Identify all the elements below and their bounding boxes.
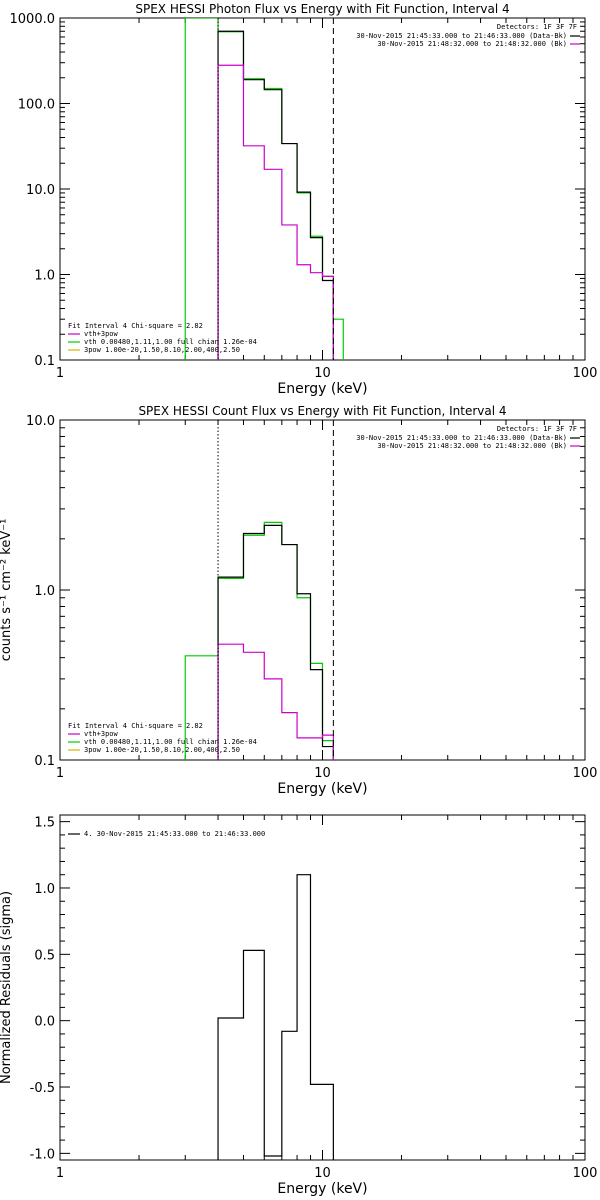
y-tick-label: 1.0 xyxy=(34,882,55,897)
legend-item-text: vth 0.00480,1.11,1.00 full chian 1.26e-0… xyxy=(84,338,257,346)
x-axis-label: Energy (keV) xyxy=(277,781,367,797)
chart-title: SPEX HESSI Count Flux vs Energy with Fit… xyxy=(138,404,506,418)
y-tick-label: 0.1 xyxy=(34,354,55,369)
x-tick-label: 1 xyxy=(56,1166,64,1181)
y-axis-label: Normalized Residuals (sigma) xyxy=(0,891,14,1084)
plot-frame xyxy=(59,814,586,1161)
y-tick-label: 100.0 xyxy=(18,98,55,113)
y-tick-label: 1.0 xyxy=(34,584,55,599)
series-2-line xyxy=(217,30,334,360)
y-axis-label: counts s⁻¹ cm⁻² keV⁻¹ xyxy=(0,519,14,662)
x-tick-label: 1 xyxy=(56,766,64,781)
legend-detectors: Detectors: 1F 3F 7F xyxy=(497,425,577,433)
x-tick-label: 10 xyxy=(314,366,331,381)
chart-title: SPEX HESSI Photon Flux vs Energy with Fi… xyxy=(135,2,509,16)
y-axis: 0.1 1.0 10.0 100.0 1000.0 xyxy=(10,12,585,369)
y-tick-label: 1.0 xyxy=(34,269,55,284)
plot-area xyxy=(217,874,334,1160)
legend-item-text: 30-Nov-2015 21:48:32.000 to 21:48:32.000… xyxy=(377,40,567,48)
legend-item-text: vth 0.00480,1.11,1.00 full chian 1.26e-0… xyxy=(84,738,257,746)
legend-item-text: 30-Nov-2015 21:45:33.000 to 21:46:33.000… xyxy=(356,434,567,442)
series-2-line xyxy=(217,524,334,760)
legend-item-text: vth+3pow xyxy=(84,730,119,738)
panel-2: SPEX HESSI Count Flux vs Energy with Fit… xyxy=(0,404,597,797)
legend-fit-header: Fit Interval 4 Chi-square = 2.82 xyxy=(68,322,203,330)
x-axis: 1 10 100 Energy (keV) xyxy=(56,420,598,797)
plot-area xyxy=(184,420,334,760)
legend-bottom-left: Fit Interval 4 Chi-square = 2.82vth+3pow… xyxy=(68,722,257,754)
legend-item-text: 30-Nov-2015 21:45:33.000 to 21:46:33.000… xyxy=(356,32,567,40)
series-1-line xyxy=(184,18,344,360)
panel-3: 1 10 100 Energy (keV) -1.0 -0.5 0.0 0.5 1.0 1.5 No… xyxy=(0,814,598,1197)
x-axis: 1 10 100 Energy (keV) xyxy=(56,18,598,397)
series-1-line xyxy=(217,874,334,1160)
x-axis-label: Energy (keV) xyxy=(277,381,367,397)
x-tick-label: 100 xyxy=(573,766,598,781)
y-tick-label: -1.0 xyxy=(30,1147,55,1162)
y-tick-label: 1000.0 xyxy=(10,12,56,27)
legend-detectors: Detectors: 1F 3F 7F xyxy=(497,23,577,31)
series-1-line xyxy=(184,521,334,760)
legend-top-left: 4. 30-Nov-2015 21:45:33.000 to 21:46:33.… xyxy=(68,830,265,838)
plot-area xyxy=(184,18,344,360)
legend-item-text: 4. 30-Nov-2015 21:45:33.000 to 21:46:33.… xyxy=(84,830,265,838)
y-tick-label: 0.1 xyxy=(34,754,55,769)
x-tick-label: 1 xyxy=(56,366,64,381)
series-3-line xyxy=(217,64,334,360)
x-axis: 1 10 100 Energy (keV) xyxy=(56,815,598,1197)
panel-1: SPEX HESSI Photon Flux vs Energy with Fi… xyxy=(10,2,598,397)
x-axis-label: Energy (keV) xyxy=(277,1181,367,1197)
x-tick-label: 10 xyxy=(314,1166,331,1181)
series-3-line xyxy=(217,643,334,760)
legend-item-text: vth+3pow xyxy=(84,330,119,338)
legend-item-text: 3pow 1.00e-20,1.50,8.10,2.00,400,2.50 xyxy=(84,746,240,754)
y-axis: -1.0 -0.5 0.0 0.5 1.0 1.5 Normalized Residuals… xyxy=(0,816,585,1162)
y-tick-label: -0.5 xyxy=(30,1081,55,1096)
y-tick-label: 10.0 xyxy=(26,183,55,198)
y-tick-label: 0.0 xyxy=(34,1015,55,1030)
plot-frame xyxy=(59,17,586,361)
x-tick-label: 100 xyxy=(573,1166,598,1181)
legend-item-text: 30-Nov-2015 21:48:32.000 to 21:48:32.000… xyxy=(377,442,567,450)
y-axis: 0.1 1.0 10.0 counts s⁻¹ cm⁻² keV⁻¹ xyxy=(0,414,585,769)
x-tick-label: 10 xyxy=(314,766,331,781)
legend-fit-header: Fit Interval 4 Chi-square = 2.82 xyxy=(68,722,203,730)
y-tick-label: 0.5 xyxy=(34,948,55,963)
x-tick-label: 100 xyxy=(573,366,598,381)
y-tick-label: 10.0 xyxy=(26,414,55,429)
legend-item-text: 3pow 1.00e-20,1.50,8.10,2.00,400,2.50 xyxy=(84,346,240,354)
y-tick-label: 1.5 xyxy=(34,816,55,831)
legend-bottom-left: Fit Interval 4 Chi-square = 2.82vth+3pow… xyxy=(68,322,257,354)
